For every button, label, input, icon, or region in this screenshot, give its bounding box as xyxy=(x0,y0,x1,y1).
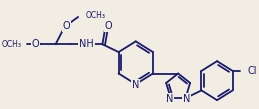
Text: N: N xyxy=(183,94,190,104)
Text: O: O xyxy=(105,21,112,31)
Text: Cl: Cl xyxy=(247,66,257,76)
Text: O: O xyxy=(63,21,70,31)
Text: N: N xyxy=(132,80,139,90)
Text: N: N xyxy=(166,94,174,104)
Text: OCH₃: OCH₃ xyxy=(85,11,105,20)
Text: NH: NH xyxy=(79,39,93,49)
Text: OCH₃: OCH₃ xyxy=(1,40,21,49)
Text: O: O xyxy=(32,39,39,49)
